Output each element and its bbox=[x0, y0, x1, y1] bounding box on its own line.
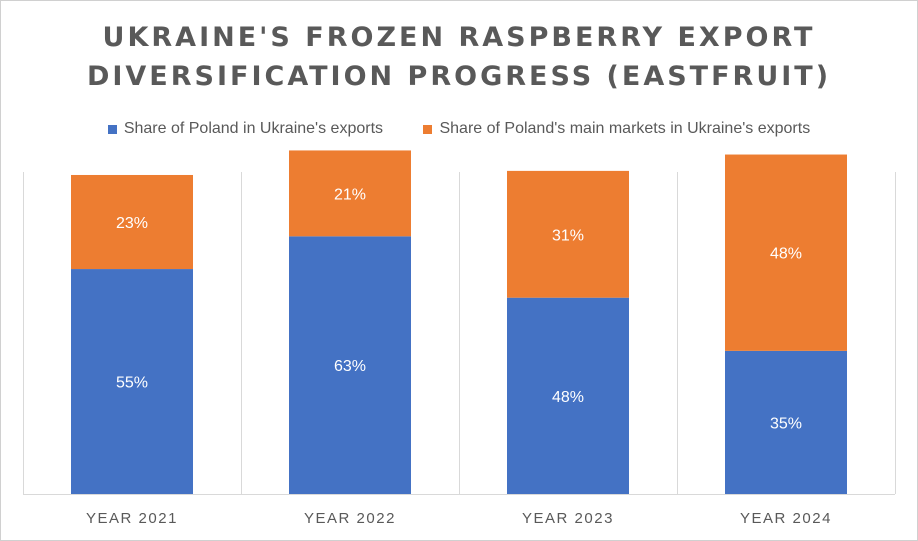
legend-label-poland-share: Share of Poland in Ukraine's exports bbox=[123, 120, 384, 137]
data-label-s0-c3: 35% bbox=[770, 415, 802, 432]
legend-label-main-markets-share: Share of Poland's main markets in Ukrain… bbox=[439, 120, 811, 137]
bar-segment-s0-c2 bbox=[507, 297, 629, 494]
bar-segment-s1-c1 bbox=[289, 150, 411, 237]
data-label-s0-c1: 63% bbox=[334, 358, 366, 375]
legend-swatch-poland-share bbox=[107, 124, 117, 134]
bar-segment-s1-c0 bbox=[71, 174, 193, 270]
data-label-s1-c1: 21% bbox=[334, 186, 366, 203]
data-label-s0-c0: 55% bbox=[116, 375, 148, 392]
bar-segment-s0-c0 bbox=[71, 269, 193, 494]
legend-item-main-markets-share: Share of Poland's main markets in Ukrain… bbox=[423, 120, 810, 138]
legend-swatch-main-markets-share bbox=[423, 124, 433, 134]
data-label-s1-c0: 23% bbox=[116, 215, 148, 232]
legend-item-poland-share: Share of Poland in Ukraine's exports bbox=[107, 120, 384, 138]
bar-segment-s0-c3 bbox=[725, 350, 847, 494]
x-tick-label-2: YEAR 2023 bbox=[522, 510, 614, 527]
data-label-s1-c3: 48% bbox=[770, 246, 802, 263]
chart-title-line-1: UKRAINE'S FROZEN RASPBERRY EXPORT bbox=[102, 22, 816, 53]
x-tick-label-3: YEAR 2024 bbox=[740, 510, 832, 527]
data-label-s0-c2: 48% bbox=[552, 389, 584, 406]
data-label-s1-c2: 31% bbox=[552, 227, 584, 244]
bar-segment-s1-c2 bbox=[507, 170, 629, 298]
chart-title: UKRAINE'S FROZEN RASPBERRY EXPORT DIVERS… bbox=[0, 18, 918, 96]
chart-legend: Share of Poland in Ukraine's exports Sha… bbox=[0, 120, 918, 139]
chart-title-line-2: DIVERSIFICATION PROGRESS (EASTFRUIT) bbox=[86, 61, 832, 92]
x-tick-label-0: YEAR 2021 bbox=[86, 510, 178, 527]
bar-segment-s0-c1 bbox=[289, 236, 411, 494]
x-tick-label-1: YEAR 2022 bbox=[304, 510, 396, 527]
bar-segment-s1-c3 bbox=[725, 154, 847, 351]
